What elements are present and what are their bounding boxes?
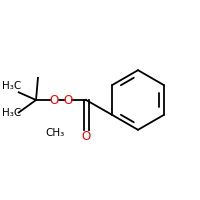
Text: O: O (50, 94, 59, 106)
Text: CH₃: CH₃ (46, 128, 65, 138)
Text: H₃C: H₃C (2, 108, 21, 118)
Text: O: O (63, 94, 72, 106)
Text: H₃C: H₃C (2, 81, 21, 91)
Text: O: O (81, 130, 91, 143)
